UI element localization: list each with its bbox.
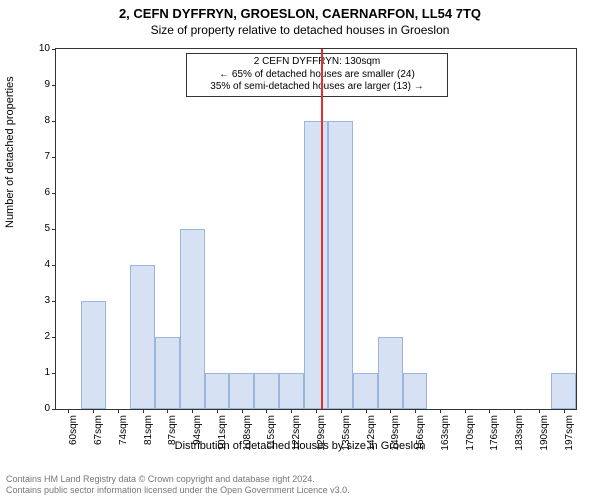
ytick-mark <box>52 409 56 410</box>
footer-credits: Contains HM Land Registry data © Crown c… <box>6 474 350 497</box>
xtick-mark <box>390 409 391 413</box>
xtick-mark <box>266 409 267 413</box>
ytick-label: 5 <box>26 223 50 234</box>
ytick-mark <box>52 373 56 374</box>
bar <box>551 373 576 409</box>
bar <box>130 265 155 409</box>
ytick-label: 2 <box>26 331 50 342</box>
ytick-label: 10 <box>26 43 50 54</box>
xtick-mark <box>465 409 466 413</box>
xtick-mark <box>316 409 317 413</box>
xtick-mark <box>366 409 367 413</box>
ytick-mark <box>52 121 56 122</box>
ytick-label: 0 <box>26 403 50 414</box>
ytick-mark <box>52 157 56 158</box>
ytick-label: 3 <box>26 295 50 306</box>
xtick-mark <box>489 409 490 413</box>
bar <box>279 373 304 409</box>
footer-line2: Contains public sector information licen… <box>6 485 350 496</box>
ytick-mark <box>52 85 56 86</box>
bar <box>180 229 205 409</box>
ytick-mark <box>52 193 56 194</box>
ytick-mark <box>52 49 56 50</box>
bar <box>155 337 180 409</box>
xtick-mark <box>514 409 515 413</box>
x-axis-label: Distribution of detached houses by size … <box>0 440 600 452</box>
bar <box>328 121 353 409</box>
ytick-label: 9 <box>26 79 50 90</box>
chart-subtitle: Size of property relative to detached ho… <box>0 21 600 37</box>
ytick-label: 4 <box>26 259 50 270</box>
bar <box>304 121 329 409</box>
ytick-mark <box>52 265 56 266</box>
ytick-label: 6 <box>26 187 50 198</box>
xtick-mark <box>291 409 292 413</box>
xtick-mark <box>564 409 565 413</box>
xtick-mark <box>242 409 243 413</box>
xtick-mark <box>143 409 144 413</box>
ytick-mark <box>52 301 56 302</box>
bar <box>205 373 230 409</box>
xtick-mark <box>192 409 193 413</box>
ytick-mark <box>52 337 56 338</box>
chart-plot-area: 2 CEFN DYFFRYN: 130sqm ← 65% of detached… <box>55 48 577 410</box>
ytick-mark <box>52 229 56 230</box>
bar <box>254 373 279 409</box>
bar <box>229 373 254 409</box>
annotation-line1: 2 CEFN DYFFRYN: 130sqm <box>191 56 443 69</box>
page-title: 2, CEFN DYFFRYN, GROESLON, CAERNARFON, L… <box>0 0 600 21</box>
xtick-mark <box>93 409 94 413</box>
xtick-mark <box>167 409 168 413</box>
annotation-line2: ← 65% of detached houses are smaller (24… <box>191 69 443 82</box>
ytick-label: 7 <box>26 151 50 162</box>
xtick-mark <box>68 409 69 413</box>
ytick-label: 1 <box>26 367 50 378</box>
xtick-mark <box>440 409 441 413</box>
marker-line <box>321 49 323 409</box>
bar <box>353 373 378 409</box>
annotation-line3: 35% of semi-detached houses are larger (… <box>191 81 443 94</box>
annotation-box: 2 CEFN DYFFRYN: 130sqm ← 65% of detached… <box>186 53 448 97</box>
footer-line1: Contains HM Land Registry data © Crown c… <box>6 474 350 485</box>
xtick-mark <box>539 409 540 413</box>
xtick-mark <box>341 409 342 413</box>
ytick-label: 8 <box>26 115 50 126</box>
bar <box>403 373 428 409</box>
bar <box>81 301 106 409</box>
y-axis-label: Number of detached properties <box>4 76 16 228</box>
xtick-mark <box>415 409 416 413</box>
xtick-mark <box>217 409 218 413</box>
xtick-mark <box>118 409 119 413</box>
bar <box>378 337 403 409</box>
